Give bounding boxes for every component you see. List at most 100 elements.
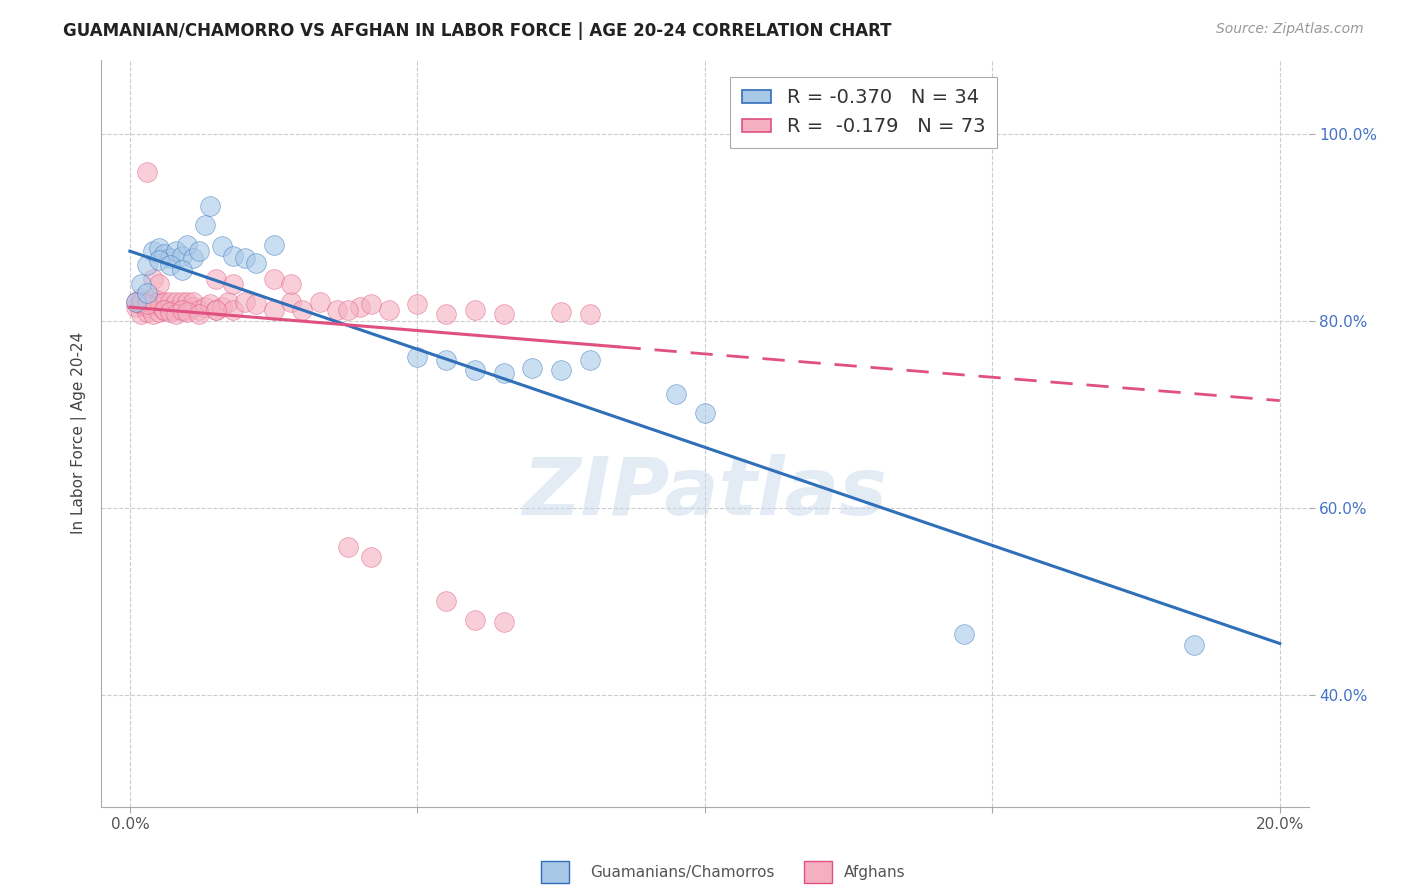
Point	[693, 406, 716, 420]
Point	[170, 303, 193, 318]
Point	[406, 350, 429, 364]
Point	[165, 303, 187, 318]
Point	[148, 293, 170, 308]
Point	[349, 300, 371, 314]
Point	[308, 295, 330, 310]
Point	[579, 307, 602, 321]
Point	[176, 303, 198, 318]
Point	[337, 303, 360, 318]
Point	[377, 303, 399, 318]
Point	[550, 305, 572, 319]
Point	[194, 300, 217, 314]
Point	[434, 594, 457, 608]
Point	[142, 244, 165, 259]
Point	[464, 303, 486, 318]
Point	[406, 297, 429, 311]
Point	[337, 541, 360, 555]
Point	[187, 307, 209, 321]
Point	[131, 307, 153, 321]
Point	[492, 307, 515, 321]
Point	[165, 244, 187, 259]
Point	[200, 199, 222, 213]
Legend: R = -0.370   N = 34, R =  -0.179   N = 73: R = -0.370 N = 34, R = -0.179 N = 73	[730, 77, 997, 148]
Point	[245, 256, 267, 270]
Point	[142, 307, 165, 321]
Point	[124, 295, 146, 310]
Point	[136, 293, 159, 308]
Point	[181, 300, 204, 314]
Point	[245, 297, 267, 311]
Point	[153, 303, 176, 318]
Y-axis label: In Labor Force | Age 20-24: In Labor Force | Age 20-24	[72, 332, 87, 534]
Point	[181, 251, 204, 265]
Point	[159, 258, 181, 272]
Point	[360, 549, 382, 564]
Point	[131, 297, 153, 311]
Point	[280, 277, 302, 291]
Point	[148, 297, 170, 311]
Point	[153, 247, 176, 261]
Point	[291, 303, 314, 318]
Point	[187, 244, 209, 259]
Point	[136, 297, 159, 311]
Point	[142, 297, 165, 311]
Point	[170, 295, 193, 310]
Point	[233, 251, 256, 265]
Point	[194, 218, 217, 232]
Point	[360, 297, 382, 311]
Point	[136, 258, 159, 272]
Point	[464, 363, 486, 377]
Point	[148, 241, 170, 255]
Point	[165, 307, 187, 321]
Point	[665, 387, 688, 401]
Point	[434, 307, 457, 321]
Point	[153, 303, 176, 318]
Text: Source: ZipAtlas.com: Source: ZipAtlas.com	[1216, 22, 1364, 37]
Point	[136, 300, 159, 314]
Point	[159, 295, 181, 310]
Point	[136, 305, 159, 319]
Point	[464, 613, 486, 627]
Point	[153, 295, 176, 310]
Point	[222, 277, 245, 291]
Point	[492, 615, 515, 629]
Text: Guamanians/Chamorros: Guamanians/Chamorros	[591, 865, 775, 880]
Point	[550, 363, 572, 377]
Point	[222, 303, 245, 318]
Point	[124, 300, 146, 314]
Point	[263, 272, 285, 286]
Point	[176, 295, 198, 310]
Point	[159, 303, 181, 318]
Point	[263, 237, 285, 252]
Point	[326, 303, 349, 318]
Point	[124, 295, 146, 310]
Point	[170, 262, 193, 277]
Point	[579, 353, 602, 368]
Point	[142, 291, 165, 305]
Point	[222, 249, 245, 263]
Point	[211, 300, 233, 314]
Point	[176, 237, 198, 252]
Point	[952, 627, 974, 641]
Point	[434, 353, 457, 368]
Point	[170, 303, 193, 318]
Point	[131, 295, 153, 310]
Point	[165, 295, 187, 310]
Point	[280, 295, 302, 310]
Point	[205, 303, 228, 318]
Point	[1182, 638, 1205, 652]
Point	[492, 366, 515, 380]
Point	[217, 295, 239, 310]
Point	[205, 303, 228, 318]
Text: GUAMANIAN/CHAMORRO VS AFGHAN IN LABOR FORCE | AGE 20-24 CORRELATION CHART: GUAMANIAN/CHAMORRO VS AFGHAN IN LABOR FO…	[63, 22, 891, 40]
Point	[170, 249, 193, 263]
Point	[159, 251, 181, 265]
Point	[131, 277, 153, 291]
Point	[263, 303, 285, 318]
Text: Afghans: Afghans	[844, 865, 905, 880]
Point	[181, 295, 204, 310]
Point	[136, 164, 159, 178]
Point	[131, 291, 153, 305]
Text: ZIPatlas: ZIPatlas	[522, 454, 887, 533]
Point	[142, 272, 165, 286]
